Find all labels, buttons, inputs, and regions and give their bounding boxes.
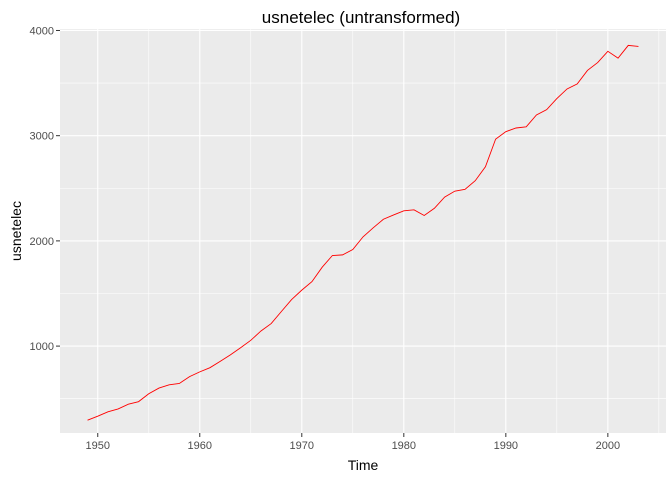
y-axis-title: usnetelec: [8, 201, 24, 261]
y-tick-label: 2000: [30, 236, 54, 248]
x-tick-label: 1990: [494, 440, 518, 452]
x-axis-title: Time: [348, 457, 379, 473]
y-tick-label: 1000: [30, 341, 54, 353]
series-line: [87, 44, 639, 421]
x-tick-label: 2000: [596, 440, 620, 452]
grid-lines: [60, 29, 666, 433]
x-axis: 1950 1960 1970 1980 1990 2000: [86, 433, 620, 452]
y-tick-label: 4000: [30, 25, 54, 37]
y-tick-label: 3000: [30, 131, 54, 143]
x-tick-label: 1970: [290, 440, 314, 452]
x-tick-label: 1950: [86, 440, 110, 452]
x-tick-label: 1980: [392, 440, 416, 452]
x-tick-label: 1960: [188, 440, 212, 452]
chart-title: usnetelec (untransformed): [262, 8, 460, 27]
plot-panel: [60, 29, 666, 433]
y-axis: 1000 2000 3000 4000: [30, 25, 60, 353]
